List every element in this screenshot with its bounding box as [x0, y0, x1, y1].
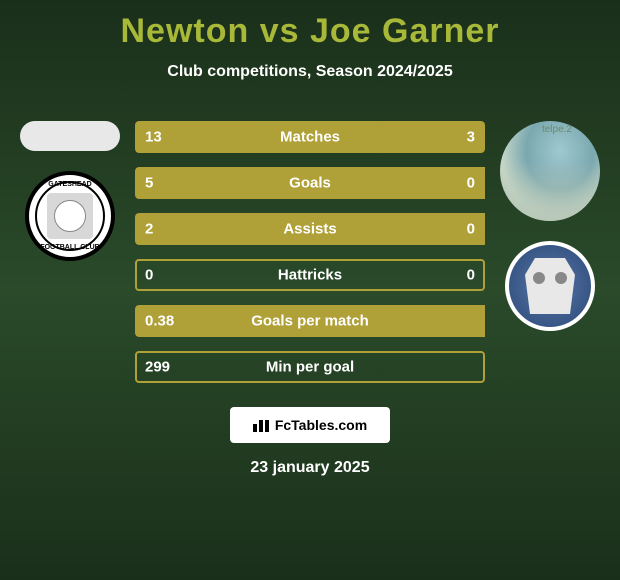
stat-right-value: 0 [467, 267, 475, 284]
stat-right-value: 0 [467, 175, 475, 192]
stat-bar: 299 Min per goal [135, 351, 485, 383]
stat-bar: 0.38 Goals per match [135, 305, 485, 337]
club-logo-inner [47, 193, 93, 239]
player-photo-right [500, 121, 600, 221]
right-player-column [490, 121, 610, 331]
club-logo-owl-icon [525, 258, 575, 314]
comparison-content: GATESHEAD FOOTBALL CLUB 13 Matches 3 5 Goals… [0, 121, 620, 383]
stat-label: Matches [280, 129, 340, 146]
subtitle: Club competitions, Season 2024/2025 [0, 63, 620, 81]
stat-label: Hattricks [278, 267, 342, 284]
stat-label: Goals [289, 175, 331, 192]
stat-left-value: 0.38 [145, 313, 174, 330]
page-title: Newton vs Joe Garner [0, 0, 620, 51]
stat-right-value: 0 [467, 221, 475, 238]
stat-left-value: 13 [145, 129, 162, 146]
stat-left-value: 0 [145, 267, 153, 284]
club-logo-left: GATESHEAD FOOTBALL CLUB [25, 171, 115, 261]
watermark-text: telpe.2 [542, 124, 572, 135]
stat-label: Min per goal [266, 359, 354, 376]
stat-bar: 0 Hattricks 0 [135, 259, 485, 291]
date-text: 23 january 2025 [0, 459, 620, 477]
stat-label: Assists [283, 221, 336, 238]
footer-brand-text: FcTables.com [275, 417, 367, 433]
club-logo-right [505, 241, 595, 331]
left-player-column: GATESHEAD FOOTBALL CLUB [10, 121, 130, 261]
stat-left-value: 2 [145, 221, 153, 238]
stat-right-value: 3 [467, 129, 475, 146]
stat-bar: 5 Goals 0 [135, 167, 485, 199]
player-photo-left [20, 121, 120, 151]
stats-bars: 13 Matches 3 5 Goals 0 2 Assists 0 0 Hattricks 0 0.3… [135, 121, 485, 383]
chart-icon [253, 418, 271, 432]
stat-bar: 13 Matches 3 [135, 121, 485, 153]
club-name-top: GATESHEAD [29, 181, 111, 188]
club-name-bottom: FOOTBALL CLUB [29, 244, 111, 251]
stat-left-value: 5 [145, 175, 153, 192]
stat-label: Goals per match [251, 313, 369, 330]
bar-fill-right [419, 121, 486, 153]
bar-fill-left [135, 121, 419, 153]
stat-left-value: 299 [145, 359, 170, 376]
stat-bar: 2 Assists 0 [135, 213, 485, 245]
footer-brand-badge[interactable]: FcTables.com [230, 407, 390, 443]
